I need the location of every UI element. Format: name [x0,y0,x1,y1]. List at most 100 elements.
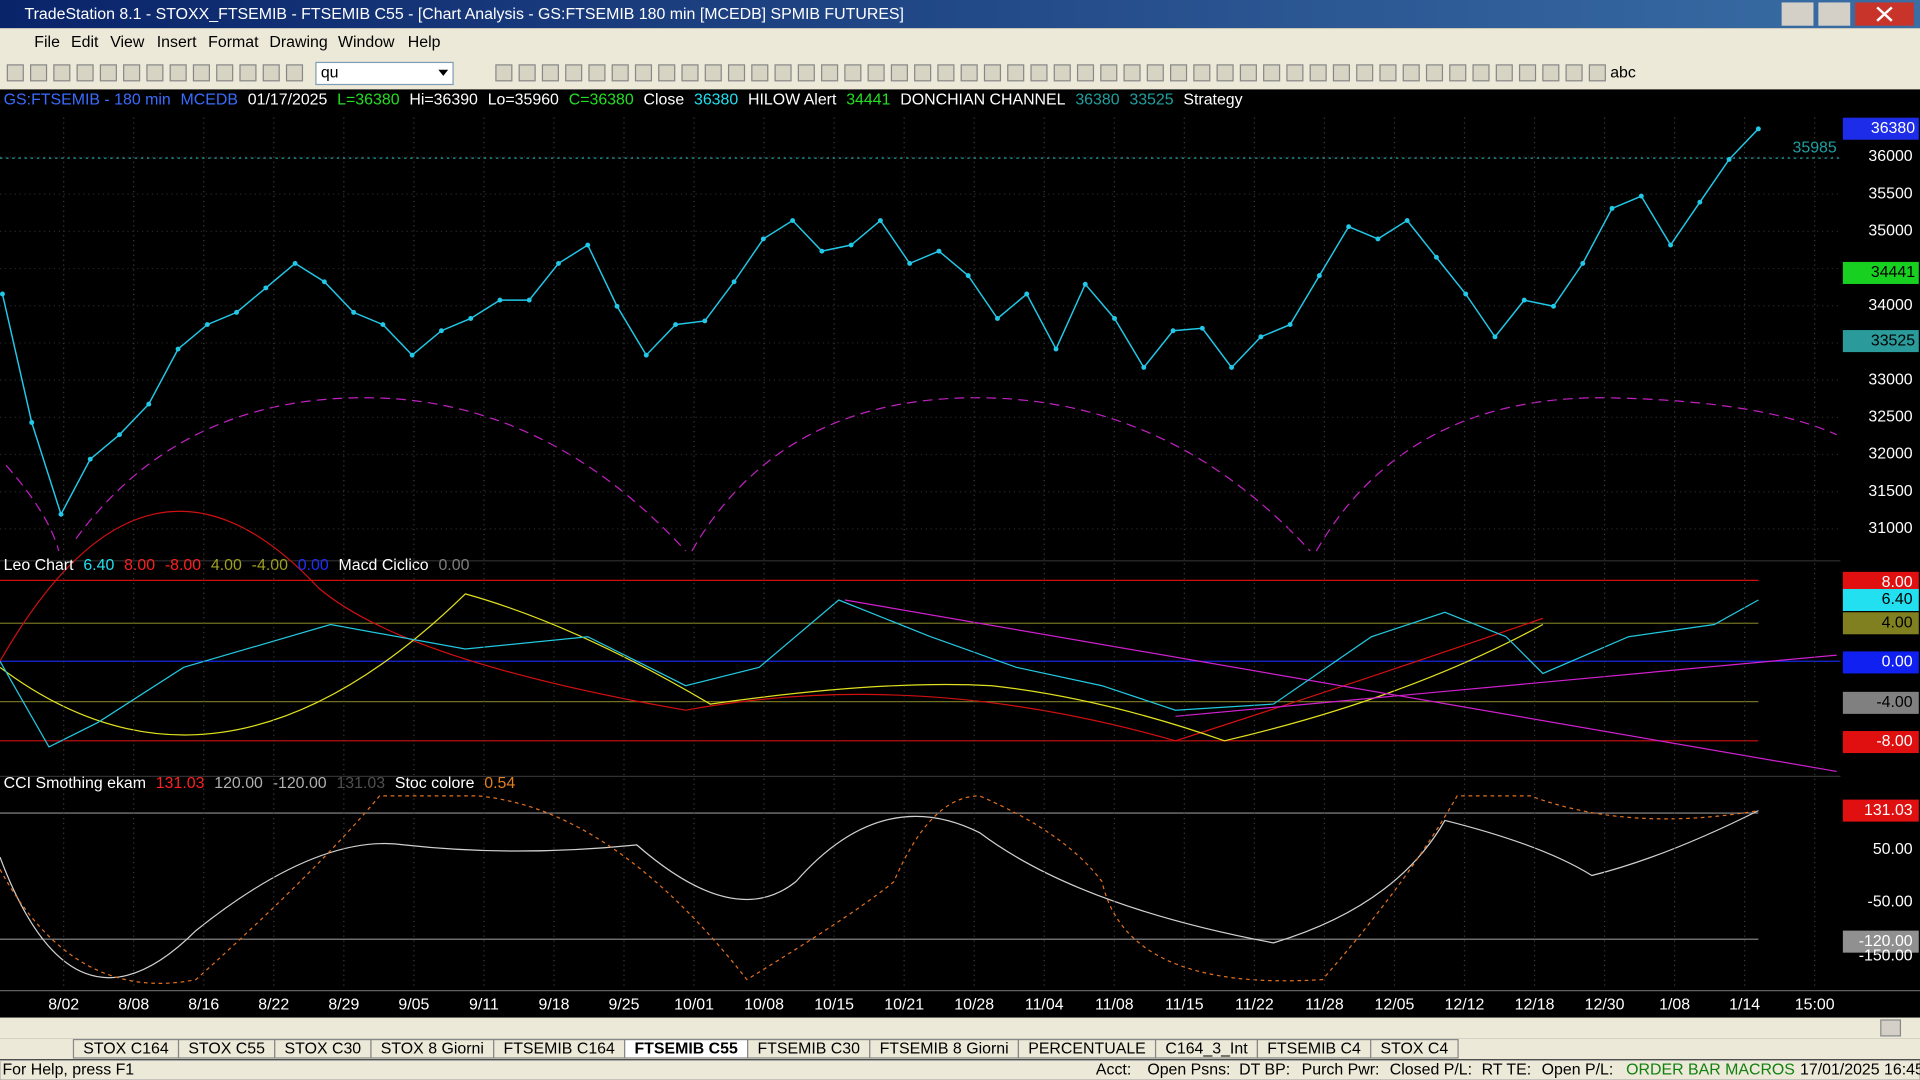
text-tool[interactable]: abc [1610,65,1636,82]
close-point [438,328,444,334]
tool-icon[interactable] [1239,64,1257,82]
menu-item[interactable]: Insert [157,34,197,51]
tool-icon[interactable] [1449,64,1467,82]
scroll-thumb[interactable] [1880,1019,1902,1037]
tool-icon[interactable] [1123,64,1141,82]
tool-icon[interactable] [634,64,653,82]
tool-icon[interactable] [1170,64,1188,82]
header-item: Lo=35960 [488,92,559,109]
tool-icon[interactable] [867,64,885,82]
tab[interactable]: STOX C4 [1370,1038,1459,1059]
tool-icon[interactable] [1216,64,1234,82]
menu-item[interactable]: Format [208,34,259,51]
tool-icon[interactable] [99,64,117,82]
tool-icon[interactable] [541,64,559,82]
tool-icon[interactable] [1332,64,1351,82]
minimize-button[interactable] [1781,2,1814,26]
tool-icon[interactable] [797,64,815,82]
tool-icon[interactable] [937,64,955,82]
tool-icon[interactable] [751,64,769,82]
menu-item[interactable]: File [34,34,60,51]
tab[interactable]: STOX 8 Giorni [370,1038,495,1059]
tool-icon[interactable] [518,64,536,82]
tool-icon[interactable] [1100,64,1118,82]
tool-icon[interactable] [1495,64,1513,82]
tool-icon[interactable] [1007,64,1025,82]
tab[interactable]: FTSEMIB C30 [747,1038,871,1059]
tool-icon[interactable] [1309,64,1327,82]
tool-icon[interactable] [1053,64,1071,82]
tool-icon[interactable] [1565,64,1583,82]
tab[interactable]: PERCENTUALE [1017,1038,1157,1059]
close-point [936,248,942,254]
header-item: HILOW Alert [748,92,837,109]
tool-icon[interactable] [146,64,164,82]
tool-icon[interactable] [914,64,932,82]
tool-icon[interactable] [53,64,71,82]
tab[interactable]: STOX C30 [274,1038,372,1059]
tool-icon[interactable] [1588,64,1606,82]
tool-icon[interactable] [890,64,908,82]
date-label: 10/15 [814,997,854,1014]
tool-icon[interactable] [239,64,257,82]
tool-icon[interactable] [681,64,699,82]
tool-icon[interactable] [1542,64,1560,82]
tab[interactable]: STOX C55 [177,1038,276,1059]
tool-icon[interactable] [1030,64,1048,82]
date-label: 11/22 [1235,997,1274,1014]
tab[interactable]: FTSEMIB C4 [1256,1038,1372,1059]
tab[interactable]: STOX C164 [72,1038,180,1059]
tool-icon[interactable] [495,64,513,82]
tab[interactable]: C164_3_Int [1154,1038,1259,1059]
menu-item[interactable]: View [110,34,145,51]
symbol-input[interactable]: qu [321,65,339,82]
tool-icon[interactable] [1356,64,1374,82]
tab[interactable]: FTSEMIB C164 [493,1038,626,1059]
tool-icon[interactable] [192,64,211,82]
tool-icon[interactable] [821,64,839,82]
menu-item[interactable]: Window [338,34,395,51]
tab[interactable]: FTSEMIB C55 [624,1038,749,1059]
menu-item[interactable]: Help [408,34,441,51]
scrollbar[interactable] [0,1017,1920,1039]
tool-icon[interactable] [76,64,94,82]
tool-icon[interactable] [1402,64,1420,82]
tool-icon[interactable] [1146,64,1164,82]
tool-icon[interactable] [658,64,676,82]
tool-icon[interactable] [1263,64,1281,82]
tool-icon[interactable] [285,64,304,82]
tool-icon[interactable] [983,64,1002,82]
symbol-box[interactable] [315,61,454,86]
tab[interactable]: FTSEMIB 8 Giorni [869,1038,1020,1059]
tool-icon[interactable] [960,64,978,82]
date-label: 9/11 [469,997,499,1014]
tool-icon[interactable] [1076,64,1095,82]
tool-icon[interactable] [1518,64,1537,82]
tool-icon[interactable] [704,64,722,82]
tool-icon[interactable] [123,64,141,82]
axis-flag [1842,588,1919,612]
tool-icon[interactable] [1379,64,1397,82]
tool-icon[interactable] [844,64,862,82]
tool-icon[interactable] [169,64,187,82]
tool-icon[interactable] [1193,64,1211,82]
tool-icon[interactable] [774,64,792,82]
tool-icon[interactable] [1425,64,1444,82]
status-item: Closed P/L: [1390,1061,1472,1078]
maximize-button[interactable] [1818,2,1851,26]
tool-icon[interactable] [1286,64,1304,82]
tool-icon[interactable] [727,64,746,82]
tool-icon[interactable] [216,64,234,82]
tool-icon[interactable] [30,64,48,82]
tool-icon[interactable] [611,64,629,82]
menu-item[interactable]: Drawing [269,34,327,51]
close-point [1638,193,1644,199]
tool-icon[interactable] [565,64,583,82]
tool-icon[interactable] [262,64,280,82]
tool-icon[interactable] [1472,64,1490,82]
menu-item[interactable]: Edit [71,34,99,51]
y-tick-label: 33000 [1868,371,1912,388]
tool-icon[interactable] [6,64,24,82]
tool-icon[interactable] [588,64,606,82]
tab-label: STOX C164 [83,1041,169,1058]
